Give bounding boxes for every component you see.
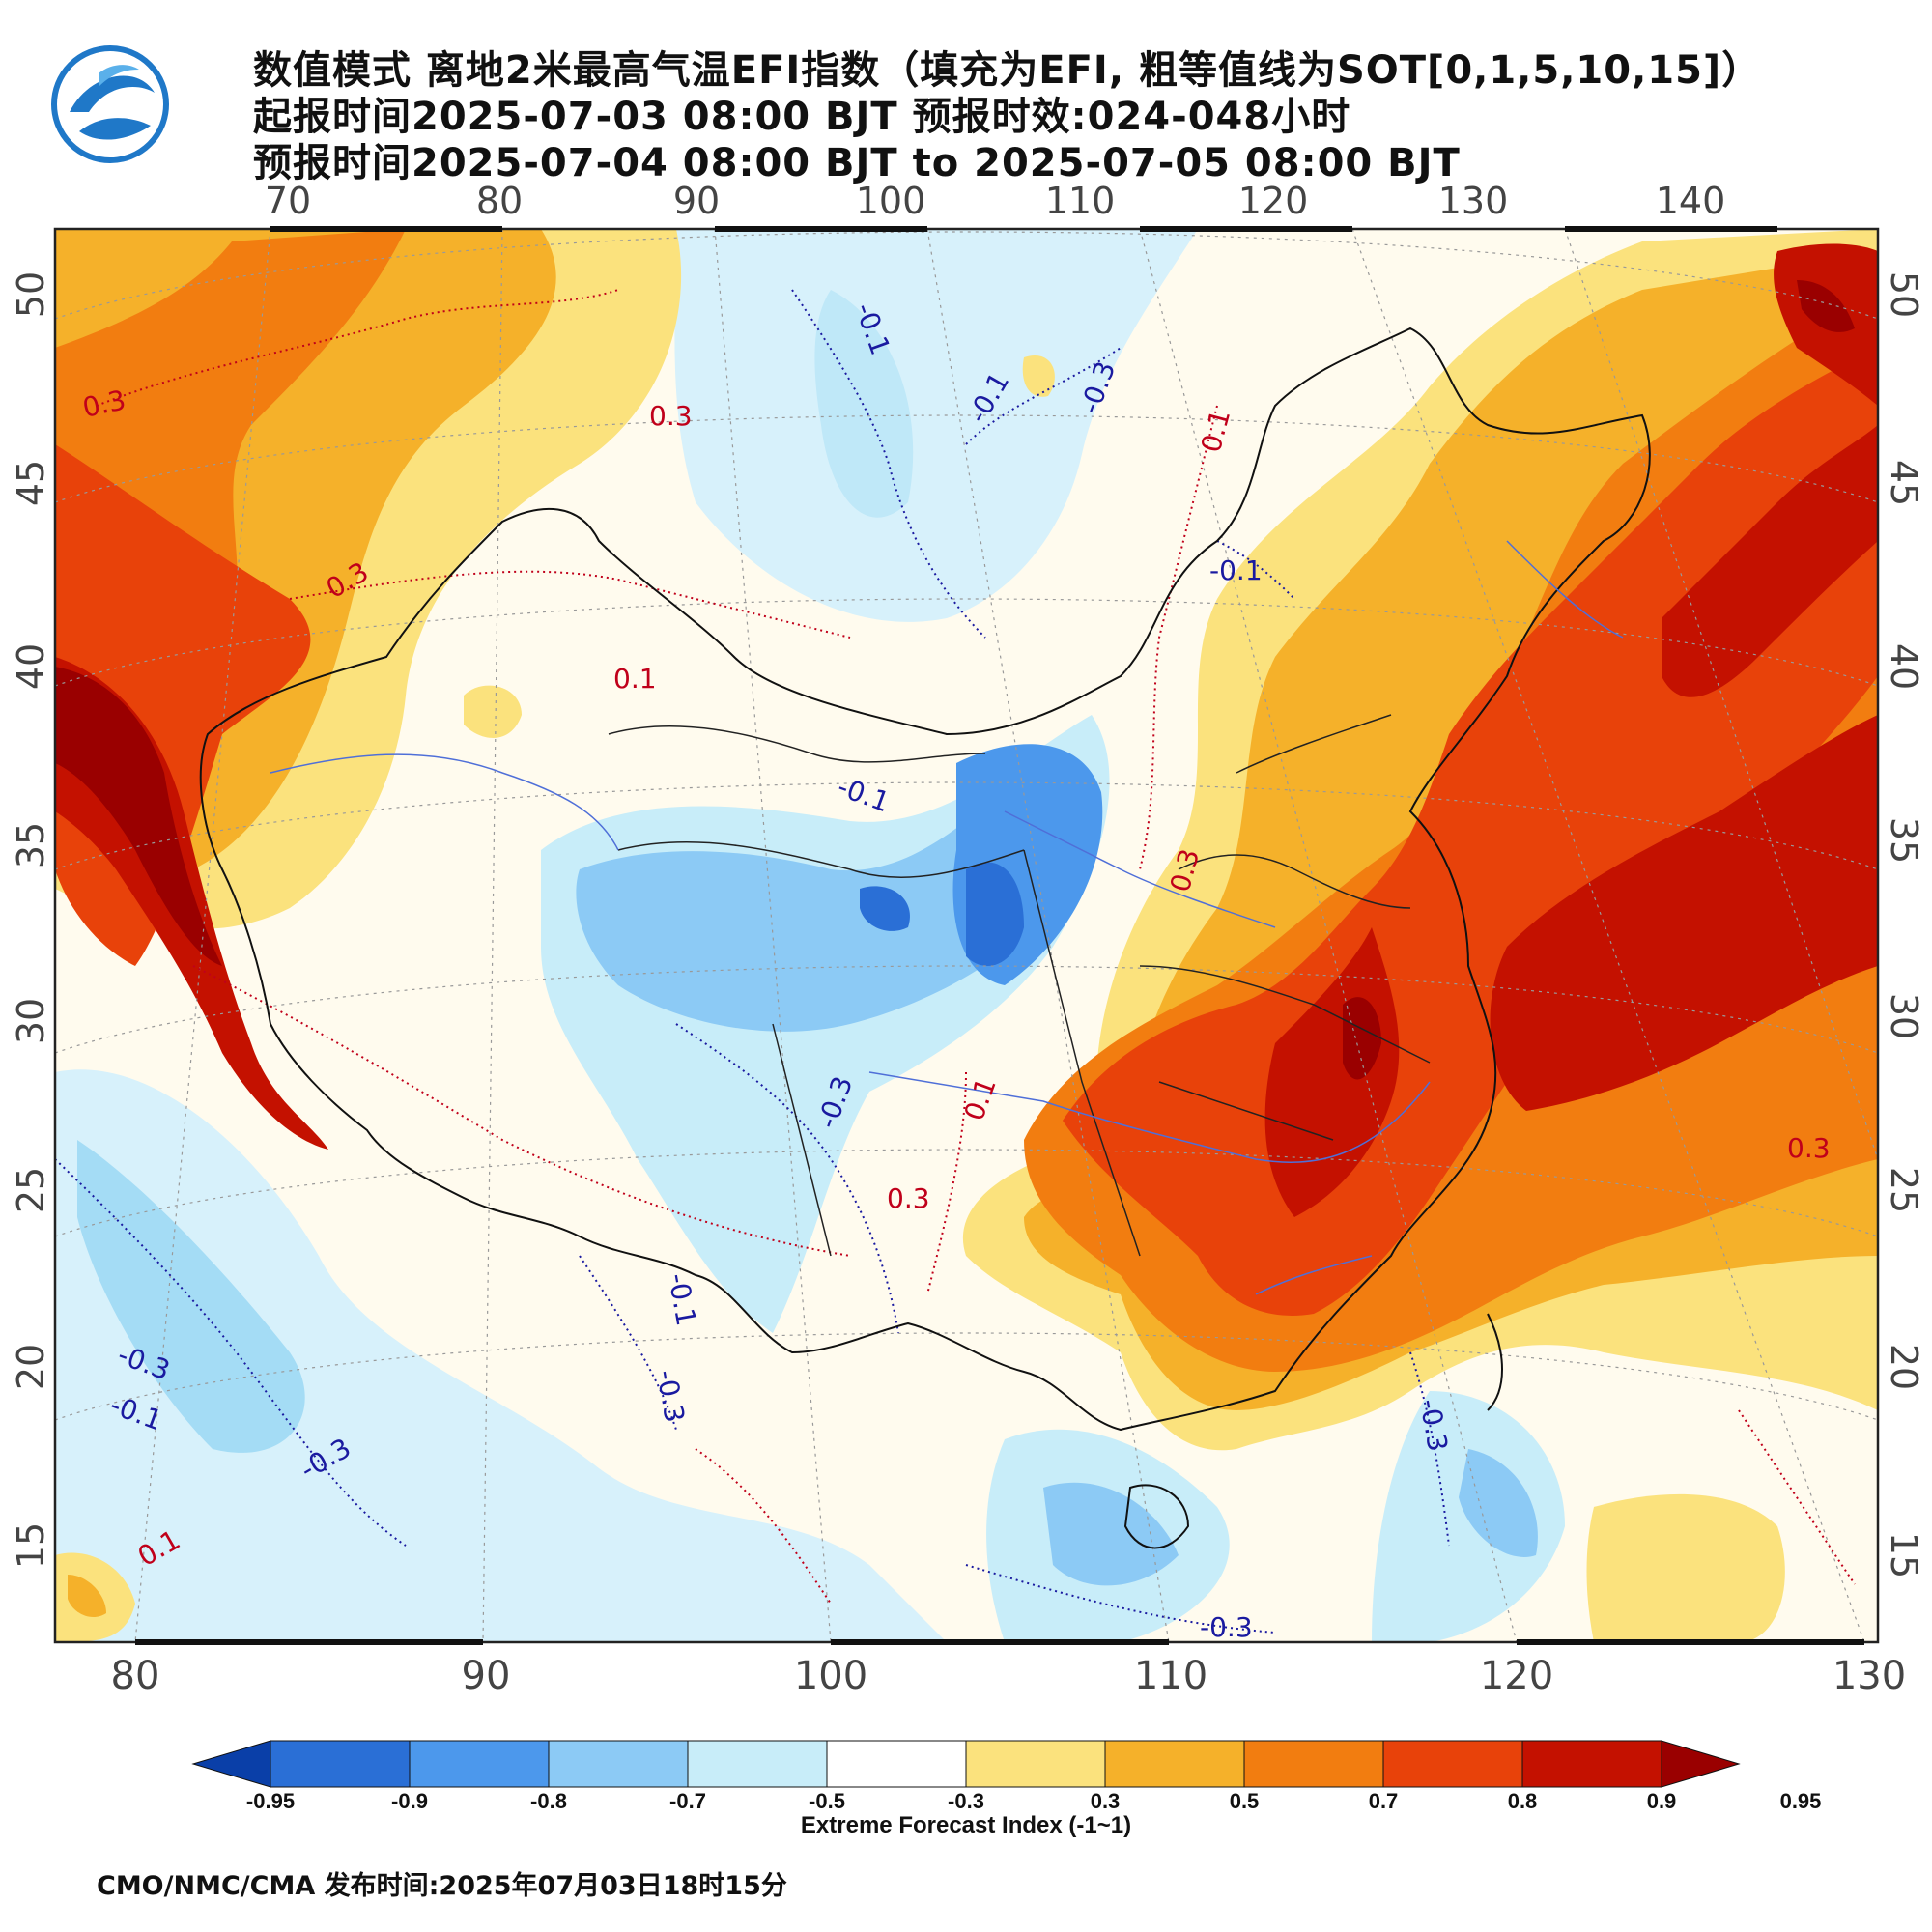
lon-labels-bottom: 80 90 100 110 120 130 [111, 1654, 1907, 1698]
lat-label-right: 50 [1883, 271, 1925, 318]
valid-time: 预报时间2025-07-04 08:00 BJT to 2025-07-05 0… [253, 141, 1461, 185]
map-title: 数值模式 离地2米最高气温EFI指数（填充为EFI, 粗等值线为SOT[0,1,… [253, 48, 1762, 93]
colorbar: -0.95 -0.9 -0.8 -0.7 -0.5 -0.3 0.3 0.5 0.7 0.8 0.9… [191, 1740, 1821, 1813]
lat-labels-right: 50 45 40 35 30 25 20 15 [1883, 271, 1925, 1578]
lat-label-left: 35 [10, 822, 52, 868]
colorbar-tick-label: -0.8 [530, 1789, 567, 1813]
footer-publish-time: CMO/NMC/CMA 发布时间:2025年07月03日18时15分 [97, 1871, 787, 1901]
efi-fill-layer [55, 229, 1878, 1642]
colorbar-tick-label: 0.9 [1647, 1789, 1677, 1813]
lat-label-left: 25 [10, 1167, 52, 1213]
lat-label-right: 15 [1883, 1532, 1925, 1578]
lat-label-left: 20 [10, 1344, 52, 1390]
lat-label-left: 30 [10, 998, 52, 1044]
colorbar-box [826, 1740, 967, 1788]
colorbar-label: Extreme Forecast Index (-1~1) [800, 1812, 1132, 1838]
colorbar-ticks: -0.95 -0.9 -0.8 -0.7 -0.5 -0.3 0.3 0.5 0.7 0.8 0.9… [246, 1789, 1821, 1813]
lon-label-bottom: 130 [1833, 1654, 1906, 1698]
lon-label-top: 140 [1656, 180, 1726, 222]
colorbar-box [687, 1740, 828, 1788]
lat-label-right: 35 [1883, 817, 1925, 864]
colorbar-tick-label: -0.9 [391, 1789, 428, 1813]
rivers [270, 540, 1624, 1295]
contour-label: 0.3 [887, 1182, 930, 1214]
init-time: 起报时间2025-07-03 08:00 BJT 预报时效:024-048小时 [253, 95, 1351, 139]
lon-label-top: 110 [1045, 180, 1116, 222]
colorbar-tick-label: 0.7 [1369, 1789, 1399, 1813]
colorbar-box [965, 1740, 1106, 1788]
lat-label-right: 25 [1883, 1167, 1925, 1213]
lat-label-right: 30 [1883, 993, 1925, 1039]
lon-label-top: 130 [1438, 180, 1509, 222]
contour-label: -0.1 [1209, 554, 1263, 586]
lon-labels-top: 70 80 90 100 110 120 130 140 [265, 180, 1725, 222]
colorbar-tick-label: -0.7 [669, 1789, 706, 1813]
colorbar-tick-label: -0.5 [809, 1789, 845, 1813]
lon-label-top: 120 [1238, 180, 1309, 222]
colorbar-box [548, 1740, 689, 1788]
lon-label-top: 100 [856, 180, 926, 222]
lat-label-right: 40 [1883, 643, 1925, 690]
lon-label-bottom: 90 [462, 1654, 511, 1698]
lon-label-bottom: 110 [1134, 1654, 1208, 1698]
colorbar-tick-label: -0.3 [948, 1789, 984, 1813]
contour-label: -0.3 [1200, 1611, 1253, 1643]
colorbar-box [1382, 1740, 1523, 1788]
colorbar-box [409, 1740, 550, 1788]
colorbar-tick-label: 0.95 [1780, 1789, 1822, 1813]
lat-label-left: 40 [10, 643, 52, 690]
colorbar-arrow-right [1661, 1740, 1741, 1788]
cma-logo [51, 45, 169, 163]
contour-label: 0.3 [649, 400, 693, 432]
sot-contours [55, 289, 1856, 1634]
colorbar-box [1521, 1740, 1662, 1788]
lat-label-left: 15 [10, 1522, 52, 1569]
colorbar-tick-label: 0.5 [1230, 1789, 1260, 1813]
colorbar-tick-label: -0.95 [246, 1789, 295, 1813]
colorbar-box [270, 1740, 411, 1788]
lon-label-top: 80 [476, 180, 523, 222]
frame-ticks [135, 226, 1864, 1645]
lon-label-bottom: 80 [111, 1654, 160, 1698]
lon-label-top: 90 [673, 180, 720, 222]
lat-label-right: 45 [1883, 460, 1925, 506]
graticule [55, 229, 1878, 1642]
colorbar-box [1104, 1740, 1245, 1788]
lat-labels-left: 50 45 40 35 30 25 20 15 [10, 271, 52, 1569]
colorbar-box [1243, 1740, 1384, 1788]
lat-label-left: 50 [10, 271, 52, 318]
colorbar-tick-label: 0.8 [1508, 1789, 1538, 1813]
contour-label: 0.1 [613, 663, 657, 695]
lon-label-bottom: 100 [794, 1654, 867, 1698]
lat-label-left: 45 [10, 460, 52, 506]
colorbar-arrow-left [191, 1740, 271, 1788]
lon-label-bottom: 120 [1480, 1654, 1553, 1698]
lon-label-top: 70 [265, 180, 311, 222]
country-borders [199, 327, 1651, 1549]
colorbar-tick-label: 0.3 [1091, 1789, 1121, 1813]
colorbar-boxes [270, 1740, 1662, 1788]
lat-label-right: 20 [1883, 1344, 1925, 1390]
contour-label: 0.3 [1787, 1132, 1831, 1164]
